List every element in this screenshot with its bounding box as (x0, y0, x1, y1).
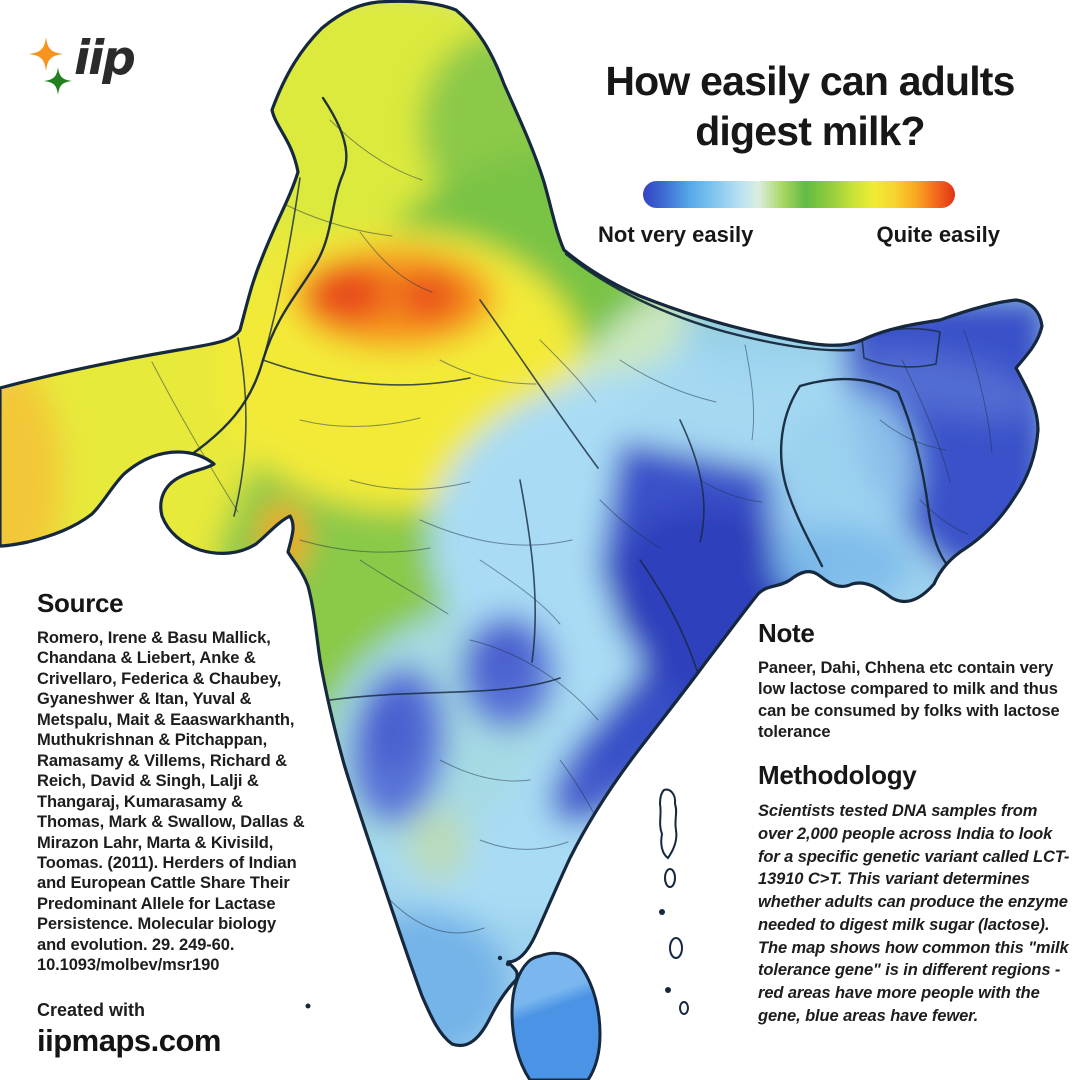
border-bangladesh (779, 377, 950, 568)
border-central-vertical (519, 479, 537, 663)
border-india-nepal (564, 252, 856, 352)
legend: Not very easily Quite easily (598, 181, 1000, 248)
border-pakistan-province-2 (262, 177, 301, 361)
nicobar-island (669, 937, 683, 959)
zone-gujarat-orange-spot (259, 502, 307, 574)
created-with-label: Created with (37, 1000, 146, 1020)
lakshadweep-islet (305, 1003, 311, 1009)
zone-nepal-east-light (680, 285, 870, 375)
palk-strait-islet-1 (497, 955, 503, 961)
border-jharkhand (679, 419, 705, 543)
legend-labels: Not very easily Quite easily (598, 222, 1000, 248)
logo-text: iip (74, 31, 134, 86)
sri-lanka (510, 951, 602, 1080)
andaman-nicobar-islands (305, 788, 689, 1015)
page-title-line2: digest milk? (695, 108, 925, 155)
methodology-heading: Methodology (758, 760, 917, 790)
andaman-island-2 (664, 868, 676, 888)
zone-south-tip-midblue (340, 910, 510, 1046)
zone-karnataka-core (367, 688, 419, 772)
source-heading: Source (37, 588, 124, 618)
source-citation: Romero, Irene & Basu Mallick, Chandana &… (37, 629, 305, 975)
note-section: Note Paneer, Dahi, Chhena etc contain ve… (758, 618, 1066, 744)
zone-west-edge-orange (0, 363, 63, 593)
methodology-section: Methodology Scientists tested DNA sample… (758, 760, 1070, 1028)
source-section: Source Romero, Irene & Basu Mallick, Cha… (37, 588, 309, 976)
zone-delta-midblue (770, 525, 910, 605)
page-title-line1: How easily can adults (605, 58, 1015, 104)
zone-assam-valley (851, 351, 1039, 419)
zone-tamilnadu-green-spot (406, 807, 470, 883)
border-india-pakistan (166, 96, 348, 472)
legend-gradient (643, 181, 955, 208)
zone-red-hotspot-east (396, 272, 460, 320)
border-pakistan-province-1 (233, 337, 247, 517)
palk-strait-islet-2 (505, 961, 511, 967)
note-heading: Note (758, 618, 815, 648)
island-dot-2 (665, 987, 671, 993)
site-name: iipmaps.com (37, 1023, 222, 1058)
andaman-main-island (658, 788, 678, 860)
border-maharashtra-south (329, 677, 561, 701)
header: How easily can adults digest milk? (555, 56, 1065, 156)
border-rajasthan-north (262, 359, 471, 386)
logo-spark-orange-icon (29, 37, 63, 71)
note-body: Paneer, Dahi, Chhena etc contain very lo… (758, 659, 1060, 742)
border-odisha (639, 559, 701, 681)
border-up-east (479, 299, 599, 469)
zone-andhra-coast-indigo (550, 685, 690, 825)
island-dot-3 (679, 1001, 689, 1015)
legend-label-low: Not very easily (598, 222, 754, 247)
zone-red-hotspot-west (308, 266, 388, 322)
methodology-body: Scientists tested DNA samples from over … (758, 802, 1070, 1025)
zone-telangana-core (476, 628, 528, 692)
internal-borders (166, 96, 950, 701)
legend-label-high: Quite easily (876, 222, 1000, 247)
island-dot-1 (659, 909, 665, 915)
footer: Created with iipmaps.com (37, 1000, 222, 1059)
iip-logo: iip (29, 31, 136, 95)
logo-spark-green-icon (44, 67, 72, 95)
